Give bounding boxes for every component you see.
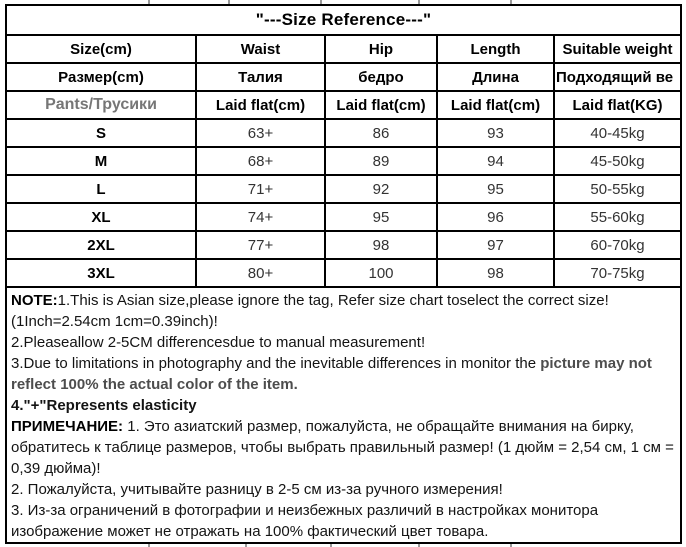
hip-cell: 95 [324, 202, 438, 232]
waist-cell: 71+ [195, 174, 326, 204]
weight-cell: 60-70kg [552, 230, 683, 260]
note-ru-1: ПРИМЕЧАНИЕ: 1. Это азиатский размер, пож… [11, 416, 675, 479]
hip-cell: 98 [324, 230, 438, 260]
note-en-3: 3.Due to limitations in photography and … [11, 353, 675, 395]
size-cell: 3XL [5, 258, 197, 288]
note-en-3-text: 3.Due to limitations in photography and … [11, 355, 541, 372]
length-cell: 96 [436, 202, 555, 232]
weight-cell: 50-55kg [552, 174, 683, 204]
note-en-1-text: 1.This is Asian size,please ignore the t… [11, 292, 609, 330]
table-row-3xl: 3XL 80+ 100 98 70-75kg [5, 258, 683, 288]
waist-cell: 68+ [195, 146, 326, 176]
length-cell: 98 [436, 258, 555, 288]
note-ru-2: 2. Пожалуйста, учитывайте разницу в 2-5 … [11, 481, 503, 498]
col-header-length-ru: Длина [436, 62, 555, 92]
size-cell: M [5, 146, 197, 176]
length-cell: 93 [436, 118, 555, 148]
hip-cell: 89 [324, 146, 438, 176]
laid-flat-hip: Laid flat(cm) [324, 90, 438, 120]
column-tick [245, 544, 247, 547]
note-label: NOTE: [11, 292, 58, 309]
header-row-measure: Pants/Трусики Laid flat(cm) Laid flat(cm… [5, 90, 683, 120]
col-header-hip: Hip [324, 34, 438, 64]
title-row: "---Size Reference---" [4, 4, 683, 36]
table-row-2xl: 2XL 77+ 98 97 60-70kg [5, 230, 683, 260]
col-header-weight-ru: Подходящий ве [552, 62, 683, 92]
waist-cell: 74+ [195, 202, 326, 232]
hip-cell: 86 [324, 118, 438, 148]
size-cell: XL [5, 202, 197, 232]
notes-row: NOTE:1.This is Asian size,please ignore … [4, 286, 683, 544]
note-ru-label: ПРИМЕЧАНИЕ: [11, 418, 124, 435]
column-tick [330, 544, 332, 547]
col-header-waist: Waist [195, 34, 326, 64]
hip-cell: 100 [324, 258, 438, 288]
table-row-s: S 63+ 86 93 40-45kg [5, 118, 683, 148]
length-cell: 97 [436, 230, 555, 260]
table-row-m: M 68+ 89 94 45-50kg [5, 146, 683, 176]
weight-cell: 55-60kg [552, 202, 683, 232]
weight-cell: 40-45kg [552, 118, 683, 148]
length-cell: 95 [436, 174, 555, 204]
hip-cell: 92 [324, 174, 438, 204]
size-cell: S [5, 118, 197, 148]
table-row-l: L 71+ 92 95 50-55kg [5, 174, 683, 204]
note-en-2: 2.Pleaseallow 2-5CM differencesdue to ma… [11, 334, 426, 351]
weight-cell: 45-50kg [552, 146, 683, 176]
size-chart-table: "---Size Reference---" Size(cm) Waist Hi… [4, 4, 683, 544]
column-tick [148, 544, 150, 547]
column-tick [320, 0, 322, 4]
page-title: "---Size Reference---" [4, 4, 683, 36]
header-row-ru: Размер(cm) Талия бедро Длина Подходящий … [5, 62, 683, 92]
length-cell: 94 [436, 146, 555, 176]
column-tick [510, 0, 512, 4]
column-tick [510, 544, 512, 547]
note-en-4: 4."+"Represents elasticity [11, 397, 197, 414]
waist-cell: 77+ [195, 230, 326, 260]
size-cell: L [5, 174, 197, 204]
notes-section: NOTE:1.This is Asian size,please ignore … [4, 286, 683, 544]
note-ru-1-text: 1. Это азиатский размер, пожалуйста, не … [11, 418, 674, 477]
note-en-3-bold: picture may not reflect 100% the actual … [11, 355, 652, 393]
col-header-hip-ru: бедро [324, 62, 438, 92]
size-reference-sheet: "---Size Reference---" Size(cm) Waist Hi… [4, 4, 683, 544]
note-en-1: NOTE:1.This is Asian size,please ignore … [11, 290, 675, 332]
header-row-en: Size(cm) Waist Hip Length Suitable weigh… [5, 34, 683, 64]
column-tick [148, 0, 150, 4]
col-header-waist-ru: Талия [195, 62, 326, 92]
waist-cell: 63+ [195, 118, 326, 148]
laid-flat-length: Laid flat(cm) [436, 90, 555, 120]
waist-cell: 80+ [195, 258, 326, 288]
size-cell: 2XL [5, 230, 197, 260]
col-header-weight: Suitable weight [552, 34, 683, 64]
column-tick [418, 0, 420, 4]
laid-flat-weight: Laid flat(KG) [552, 90, 683, 120]
column-tick [228, 0, 230, 4]
laid-flat-waist: Laid flat(cm) [195, 90, 326, 120]
col-header-size-ru: Размер(cm) [5, 62, 197, 92]
pants-label: Pants/Трусики [5, 90, 197, 120]
table-row-xl: XL 74+ 95 96 55-60kg [5, 202, 683, 232]
weight-cell: 70-75kg [552, 258, 683, 288]
column-tick [418, 544, 420, 547]
col-header-size: Size(cm) [5, 34, 197, 64]
col-header-length: Length [436, 34, 555, 64]
note-ru-3: 3. Из-за ограничений в фотографии и неиз… [11, 502, 599, 540]
